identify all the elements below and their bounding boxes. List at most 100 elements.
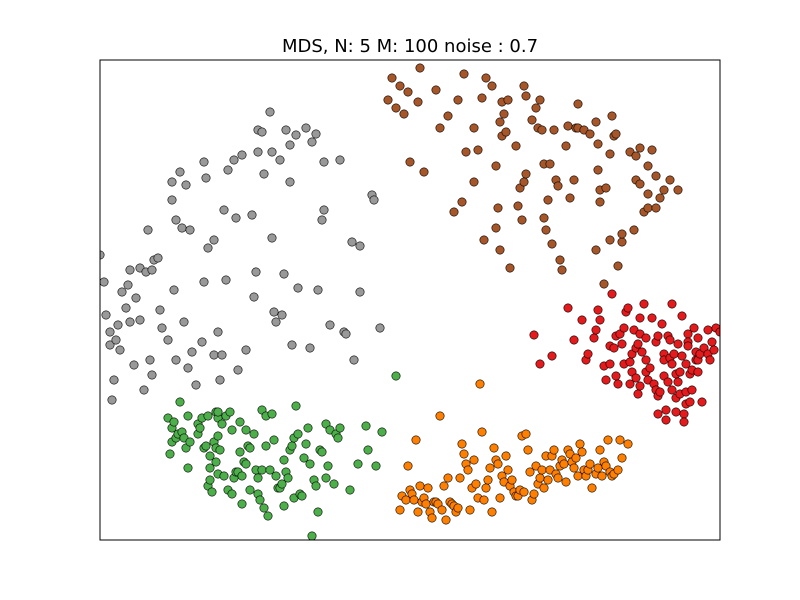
data-point <box>257 465 267 475</box>
data-point <box>681 359 691 369</box>
data-point <box>549 125 559 135</box>
data-point <box>109 375 119 385</box>
data-point <box>235 417 245 427</box>
data-point <box>657 319 667 329</box>
data-point <box>117 287 127 297</box>
data-point <box>495 117 505 127</box>
data-point <box>569 463 579 473</box>
data-point <box>183 463 193 473</box>
data-point <box>285 177 295 187</box>
data-point <box>563 121 573 131</box>
data-point <box>639 299 649 309</box>
data-point <box>673 339 683 349</box>
data-point <box>707 337 717 347</box>
data-point <box>271 317 281 327</box>
data-point <box>323 461 333 471</box>
data-point <box>617 237 627 247</box>
data-point <box>677 311 687 321</box>
data-point <box>135 315 145 325</box>
data-point <box>605 359 615 369</box>
data-point <box>517 215 527 225</box>
data-point <box>245 443 255 453</box>
data-point <box>441 515 451 525</box>
data-point <box>591 325 601 335</box>
data-point <box>123 280 133 290</box>
data-point <box>267 233 277 243</box>
data-point <box>101 310 111 320</box>
data-point <box>455 473 465 483</box>
data-point <box>469 123 479 133</box>
data-point <box>187 347 197 357</box>
data-point <box>705 355 715 365</box>
data-point <box>491 223 501 233</box>
data-point <box>507 475 517 485</box>
data-point <box>635 313 645 323</box>
data-point <box>233 365 243 375</box>
data-point <box>245 485 255 495</box>
data-point <box>535 473 545 483</box>
data-point <box>205 451 215 461</box>
data-point <box>227 425 237 435</box>
data-point <box>663 377 673 387</box>
data-point <box>479 495 489 505</box>
data-point <box>469 177 479 187</box>
data-point <box>301 439 311 449</box>
data-point <box>171 215 181 225</box>
data-point <box>335 155 345 165</box>
data-point <box>411 435 421 445</box>
data-point <box>269 435 279 445</box>
data-point <box>637 347 647 357</box>
data-point <box>247 210 257 220</box>
data-point <box>305 343 315 353</box>
data-point <box>311 129 321 139</box>
data-point <box>569 335 579 345</box>
data-point <box>655 387 665 397</box>
data-point <box>583 349 593 359</box>
data-point <box>391 371 401 381</box>
data-point <box>587 483 597 493</box>
data-point <box>175 167 185 177</box>
data-point <box>241 459 251 469</box>
data-point <box>611 129 621 139</box>
data-point <box>301 123 311 133</box>
data-point <box>667 359 677 369</box>
data-point <box>277 310 287 320</box>
data-point <box>435 411 445 421</box>
data-point <box>251 267 261 277</box>
data-point <box>643 161 653 171</box>
data-point <box>345 485 355 495</box>
data-point <box>349 355 359 365</box>
data-point <box>355 241 365 251</box>
scatter-points <box>100 63 720 540</box>
data-point <box>595 197 605 207</box>
data-point <box>643 203 653 213</box>
data-point <box>333 433 343 443</box>
data-point <box>595 445 605 455</box>
data-point <box>495 245 505 255</box>
data-point <box>219 471 229 481</box>
data-point <box>217 350 227 360</box>
data-point <box>165 449 175 459</box>
data-point <box>679 417 689 427</box>
data-point <box>531 103 541 113</box>
data-point <box>625 379 635 389</box>
data-point <box>481 483 491 493</box>
data-point <box>617 339 627 349</box>
data-point <box>437 505 447 515</box>
data-point <box>623 303 633 313</box>
data-point <box>395 505 405 515</box>
data-point <box>391 103 401 113</box>
data-point <box>181 180 191 190</box>
data-point <box>105 340 115 350</box>
data-point <box>585 459 595 469</box>
data-point <box>111 335 121 345</box>
data-point <box>145 355 155 365</box>
data-point <box>415 481 425 491</box>
data-point <box>525 467 535 477</box>
data-point <box>317 215 327 225</box>
data-point <box>645 363 655 373</box>
data-point <box>595 315 605 325</box>
data-point <box>563 303 573 313</box>
data-point <box>100 277 109 287</box>
